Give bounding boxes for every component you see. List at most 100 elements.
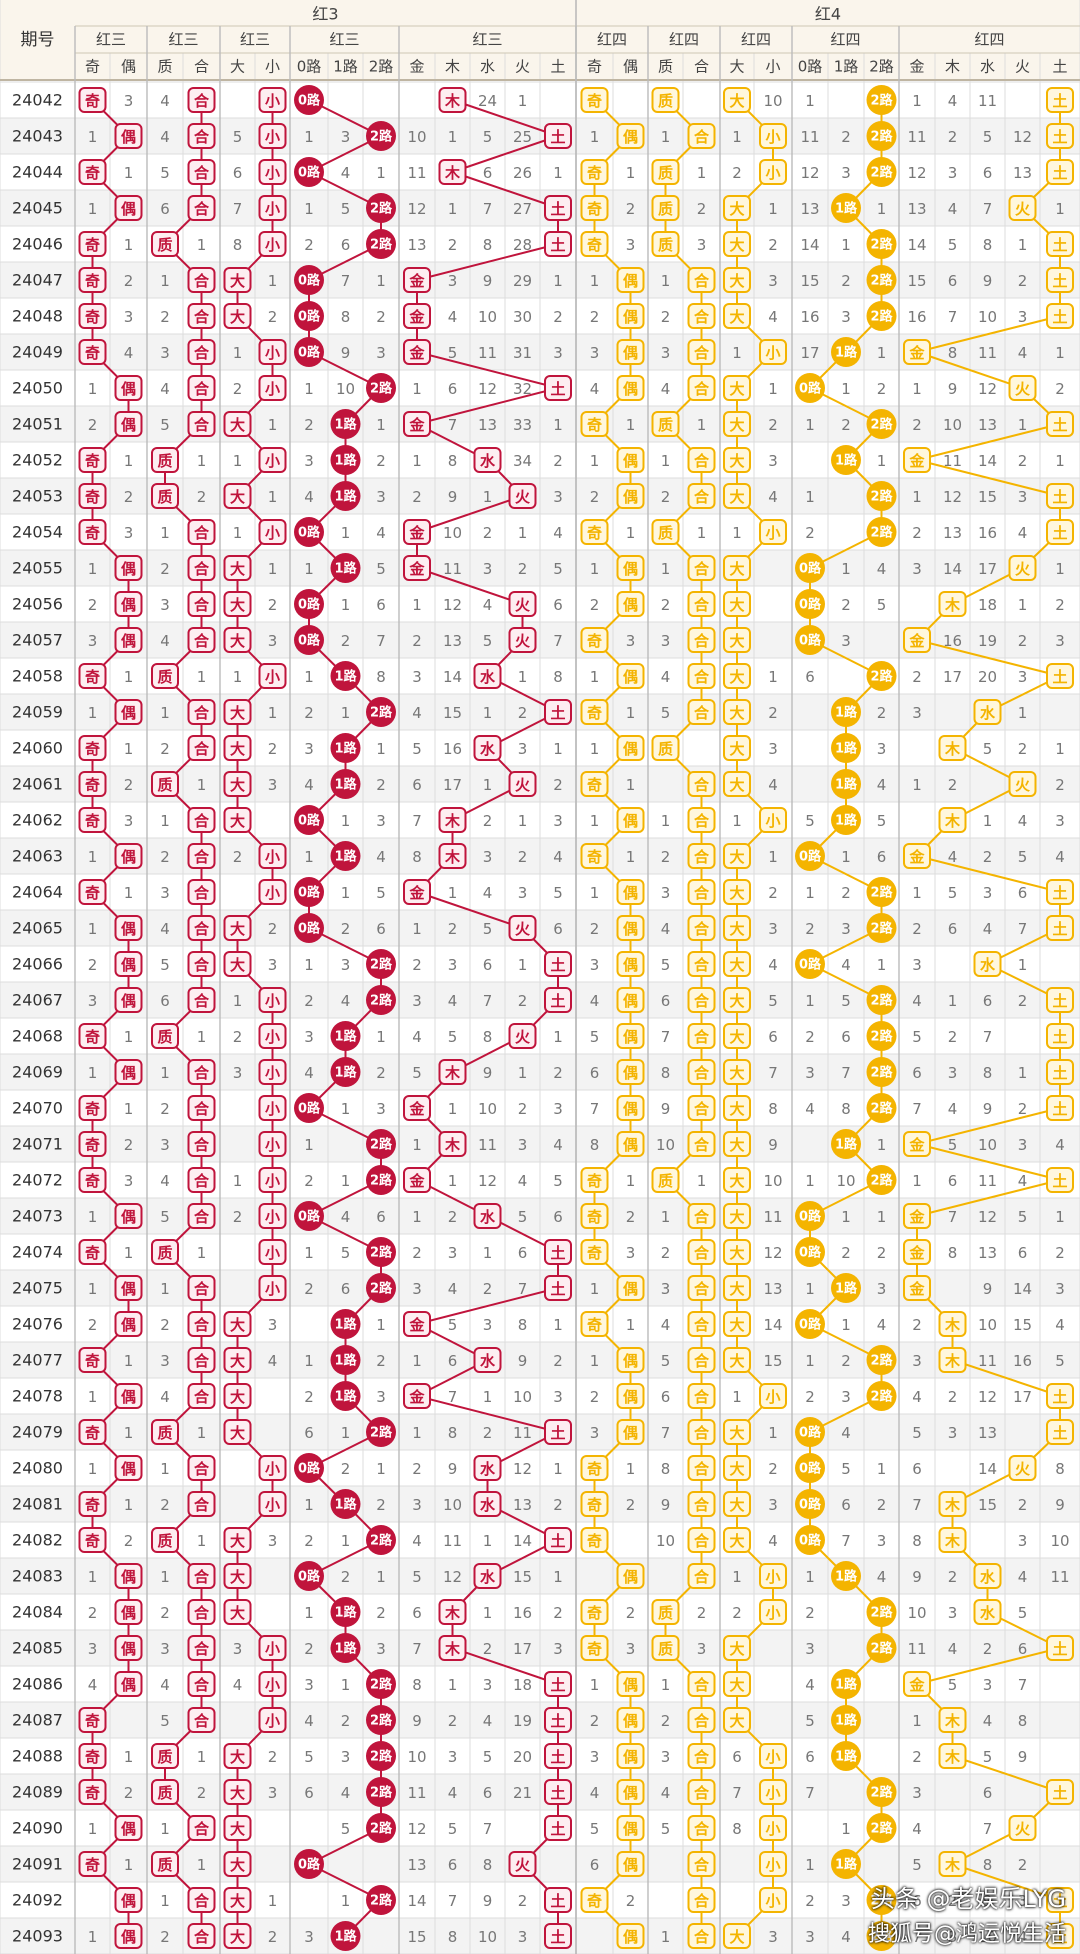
hit-marker-box	[687, 1419, 716, 1445]
miss-count: 2	[590, 920, 600, 938]
hit-label: 水	[480, 452, 496, 470]
hit-marker-box	[78, 879, 107, 905]
issue-id: 24049	[12, 343, 63, 362]
hit-label: 偶	[623, 812, 638, 830]
miss-count: 1	[590, 1352, 600, 1370]
miss-count: 4	[448, 308, 458, 326]
miss-count: 2	[448, 236, 458, 254]
hit-marker-box	[223, 807, 252, 833]
hit-marker-circle	[866, 1597, 897, 1627]
hit-marker-box	[258, 1707, 287, 1733]
hit-marker-circle	[330, 1309, 361, 1339]
miss-count: 10	[656, 1532, 675, 1550]
miss-count: 11	[478, 344, 497, 362]
miss-count: 7	[948, 308, 958, 326]
hit-label: 2路	[870, 417, 893, 433]
hit-marker-circle	[866, 229, 897, 259]
miss-count: 3	[483, 1316, 493, 1334]
hit-marker-box	[114, 1311, 143, 1337]
watermark: 头条 @老娱乐LYG 搜狐号@鸿运悦生活	[868, 1879, 1066, 1948]
hit-label: 奇	[587, 1244, 602, 1262]
miss-count: 14	[978, 452, 997, 470]
miss-count: 1	[376, 272, 386, 290]
issue-id: 24071	[12, 1135, 63, 1154]
hit-marker-box	[473, 1563, 502, 1589]
miss-count: 1	[732, 524, 742, 542]
hit-marker-box	[78, 1347, 107, 1373]
hit-label: 大	[729, 200, 744, 218]
hit-marker-box	[258, 987, 287, 1013]
hit-label: 奇	[85, 1748, 100, 1766]
hit-marker-circle	[831, 697, 861, 727]
hit-label: 大	[230, 956, 245, 974]
hit-marker-circle	[831, 769, 861, 799]
hit-marker-box	[616, 951, 645, 977]
miss-count: 4	[160, 92, 170, 110]
miss-count: 1	[877, 1208, 887, 1226]
issue-id: 24055	[12, 559, 63, 578]
hit-label: 大	[729, 740, 744, 758]
miss-count: 4	[1055, 848, 1065, 866]
watermark-line-2: 搜狐号@鸿运悦生活	[867, 1922, 1066, 1947]
hit-marker-circle	[330, 733, 361, 763]
miss-count: 3	[948, 1064, 958, 1082]
hit-label: 小	[265, 200, 280, 218]
issue-id: 24057	[12, 631, 63, 650]
hit-label: 木	[444, 1136, 461, 1154]
hit-label: 金	[408, 344, 425, 362]
miss-count: 4	[1018, 1568, 1028, 1586]
miss-count: 1	[304, 956, 314, 974]
hit-marker-circle	[294, 517, 324, 547]
hit-label: 2路	[870, 489, 893, 505]
hit-label: 奇	[85, 452, 100, 470]
hit-marker-box	[687, 1743, 716, 1769]
hit-label: 1路	[835, 1857, 858, 1873]
miss-count: 17	[800, 344, 819, 362]
hit-label: 大	[729, 1100, 744, 1118]
hit-label: 奇	[587, 704, 602, 722]
hit-marker-box	[544, 1779, 572, 1805]
hit-label: 土	[1052, 1892, 1067, 1910]
miss-count: 4	[448, 1784, 458, 1802]
miss-count: 8	[983, 1064, 993, 1082]
hit-marker-box	[223, 555, 252, 581]
miss-count: 1	[124, 1424, 134, 1442]
hit-label: 2路	[370, 1137, 393, 1153]
miss-count: 3	[376, 812, 386, 830]
hit-label: 木	[944, 1352, 961, 1370]
miss-count: 14	[800, 236, 819, 254]
miss-count: 1	[268, 488, 278, 506]
hit-marker-box	[687, 483, 716, 509]
miss-count: 2	[124, 1136, 134, 1154]
hit-marker-circle	[866, 877, 897, 907]
miss-count: 4	[661, 920, 671, 938]
hit-label: 合	[693, 1676, 710, 1694]
hit-marker-box	[114, 123, 143, 149]
miss-count: 8	[376, 668, 386, 686]
hit-marker-box	[258, 1455, 287, 1481]
miss-count: 15	[907, 272, 926, 290]
hit-marker-box	[114, 1203, 143, 1229]
hit-marker-box	[544, 951, 572, 977]
hit-marker-circle	[866, 913, 897, 943]
hit-label: 奇	[85, 1136, 100, 1154]
miss-count: 1	[661, 812, 671, 830]
miss-count: 1	[376, 740, 386, 758]
miss-count: 7	[553, 632, 563, 650]
miss-count: 7	[412, 1640, 422, 1658]
hit-marker-box	[903, 1203, 931, 1229]
hit-label: 水	[480, 740, 496, 758]
hit-marker-box	[903, 339, 931, 365]
hit-marker-box	[759, 339, 787, 365]
hit-label: 合	[693, 344, 710, 362]
hit-marker-box	[438, 1059, 467, 1085]
miss-count: 3	[88, 992, 98, 1010]
hit-label: 大	[729, 92, 744, 110]
miss-count: 5	[160, 416, 170, 434]
miss-count: 1	[661, 560, 671, 578]
hit-label: 1路	[835, 741, 858, 757]
miss-count: 8	[412, 848, 422, 866]
miss-count: 1	[841, 380, 851, 398]
hit-marker-box	[223, 915, 252, 941]
miss-count: 1	[376, 1316, 386, 1334]
